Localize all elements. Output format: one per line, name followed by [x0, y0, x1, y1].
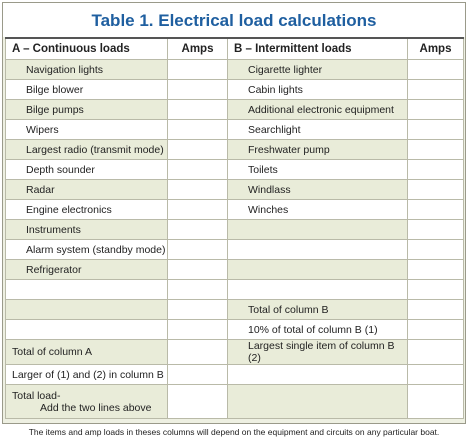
- table-row: Total of column B: [5, 299, 464, 320]
- amps-cell: [407, 239, 464, 260]
- cell-line: Total load-: [12, 389, 61, 402]
- table-row: Total load- Add the two lines above: [5, 384, 464, 419]
- table-row: Wipers Searchlight: [5, 119, 464, 140]
- column-header: Amps: [167, 37, 228, 60]
- table-row: Bilge pumps Additional electronic equipme…: [5, 99, 464, 120]
- amps-cell: [407, 299, 464, 320]
- load-cell: Total of column A: [5, 339, 168, 365]
- amps-cell: [407, 384, 464, 419]
- amps-cell: [167, 364, 228, 385]
- amps-cell: [167, 299, 228, 320]
- load-cell: [227, 364, 408, 385]
- amps-cell: [167, 99, 228, 120]
- table-row: Larger of (1) and (2) in column B: [5, 364, 464, 385]
- load-cell: Radar: [5, 179, 168, 200]
- load-cell: Cigarette lighter: [227, 59, 408, 80]
- table-row: Total of column A Largest single item of …: [5, 339, 464, 365]
- table-row: Largest radio (transmit mode) Freshwater …: [5, 139, 464, 160]
- load-cell: Cabin lights: [227, 79, 408, 100]
- amps-cell: [407, 159, 464, 180]
- load-cell: Freshwater pump: [227, 139, 408, 160]
- amps-cell: [407, 339, 464, 365]
- amps-cell: [167, 199, 228, 220]
- load-cell: Searchlight: [227, 119, 408, 140]
- table-row: Bilge blower Cabin lights: [5, 79, 464, 100]
- amps-cell: [407, 219, 464, 240]
- load-cell: Largest single item of column B (2): [227, 339, 408, 365]
- load-cell: Navigation lights: [5, 59, 168, 80]
- load-cell: Additional electronic equipment: [227, 99, 408, 120]
- amps-cell: [167, 139, 228, 160]
- amps-cell: [407, 279, 464, 300]
- load-cell: Larger of (1) and (2) in column B: [5, 364, 168, 385]
- column-header: A – Continuous loads: [5, 37, 168, 60]
- amps-cell: [167, 219, 228, 240]
- amps-cell: [167, 59, 228, 80]
- load-cell: Total of column B: [227, 299, 408, 320]
- amps-cell: [407, 139, 464, 160]
- amps-cell: [167, 259, 228, 280]
- amps-cell: [167, 279, 228, 300]
- load-cell: Engine electronics: [5, 199, 168, 220]
- amps-cell: [167, 339, 228, 365]
- amps-cell: [407, 179, 464, 200]
- amps-cell: [167, 119, 228, 140]
- load-cell: [227, 239, 408, 260]
- load-cell: [227, 259, 408, 280]
- load-table: A – Continuous loads Amps B – Intermitte…: [5, 37, 464, 419]
- amps-cell: [407, 259, 464, 280]
- table-panel: Table 1. Electrical load calculations A …: [2, 2, 466, 437]
- load-cell: Depth sounder: [5, 159, 168, 180]
- amps-cell: [167, 159, 228, 180]
- table-row: Radar Windlass: [5, 179, 464, 200]
- table-row: Engine electronics Winches: [5, 199, 464, 220]
- load-cell: [227, 279, 408, 300]
- load-cell: Total load- Add the two lines above: [5, 384, 168, 419]
- amps-cell: [407, 119, 464, 140]
- amps-cell: [407, 364, 464, 385]
- amps-cell: [167, 79, 228, 100]
- amps-cell: [407, 319, 464, 340]
- amps-cell: [167, 179, 228, 200]
- amps-cell: [167, 319, 228, 340]
- load-cell: [5, 319, 168, 340]
- amps-cell: [407, 79, 464, 100]
- load-cell: Toilets: [227, 159, 408, 180]
- amps-cell: [407, 99, 464, 120]
- load-cell: Refrigerator: [5, 259, 168, 280]
- footnote: The items and amp loads in theses column…: [28, 427, 440, 437]
- table-row: Instruments: [5, 219, 464, 240]
- load-cell: [227, 219, 408, 240]
- title: Table 1. Electrical load calculations: [3, 3, 465, 37]
- load-cell: Bilge pumps: [5, 99, 168, 120]
- load-cell: 10% of total of column B (1): [227, 319, 408, 340]
- amps-cell: [167, 384, 228, 419]
- load-cell: Instruments: [5, 219, 168, 240]
- load-cell: Wipers: [5, 119, 168, 140]
- amps-cell: [407, 59, 464, 80]
- load-cell: Bilge blower: [5, 79, 168, 100]
- table-row: Depth sounder Toilets: [5, 159, 464, 180]
- table-row: Refrigerator: [5, 259, 464, 280]
- header-row: A – Continuous loads Amps B – Intermitte…: [5, 37, 464, 60]
- load-cell: [227, 384, 408, 419]
- load-cell: [5, 299, 168, 320]
- cell-line: Add the two lines above: [40, 401, 152, 414]
- load-cell: Largest radio (transmit mode): [5, 139, 168, 160]
- column-header: B – Intermittent loads: [227, 37, 408, 60]
- load-cell: Alarm system (standby mode): [5, 239, 168, 260]
- table-row: Navigation lights Cigarette lighter: [5, 59, 464, 80]
- table-row: [5, 279, 464, 300]
- table-row: Alarm system (standby mode): [5, 239, 464, 260]
- amps-cell: [167, 239, 228, 260]
- column-header: Amps: [407, 37, 464, 60]
- load-cell: Windlass: [227, 179, 408, 200]
- load-cell: [5, 279, 168, 300]
- amps-cell: [407, 199, 464, 220]
- load-cell: Winches: [227, 199, 408, 220]
- table-row: 10% of total of column B (1): [5, 319, 464, 340]
